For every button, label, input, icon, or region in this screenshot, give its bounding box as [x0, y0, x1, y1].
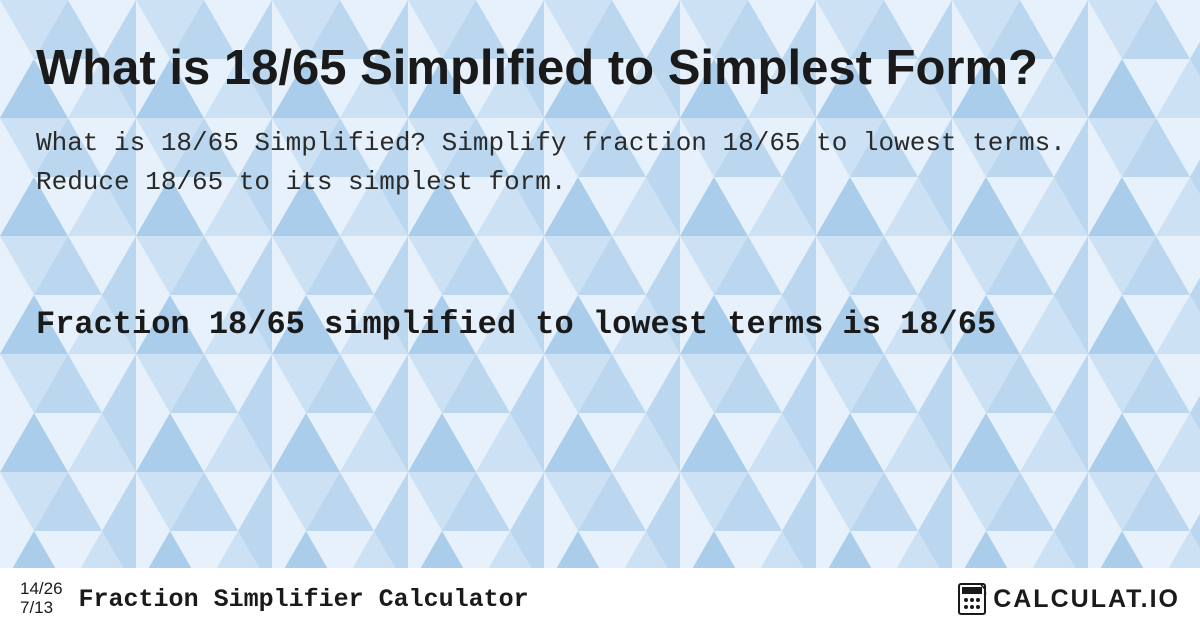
- fraction-icon-top: 14/26: [20, 580, 63, 599]
- footer-right: CALCULAT.IO: [957, 583, 1180, 615]
- fraction-icon-bottom: 7/13: [20, 599, 63, 618]
- logo-text: CALCULAT.IO: [993, 585, 1180, 614]
- page-title: What is 18/65 Simplified to Simplest For…: [36, 40, 1164, 96]
- fraction-icon: 14/26 7/13: [20, 580, 63, 617]
- tool-name: Fraction Simplifier Calculator: [79, 585, 529, 614]
- footer-bar: 14/26 7/13 Fraction Simplifier Calculato…: [0, 568, 1200, 630]
- result-text: Fraction 18/65 simplified to lowest term…: [36, 302, 1164, 348]
- calculator-icon: [957, 583, 987, 615]
- footer-left: 14/26 7/13 Fraction Simplifier Calculato…: [20, 580, 529, 617]
- page-description: What is 18/65 Simplified? Simplify fract…: [36, 124, 1164, 202]
- main-content: What is 18/65 Simplified to Simplest For…: [0, 0, 1200, 630]
